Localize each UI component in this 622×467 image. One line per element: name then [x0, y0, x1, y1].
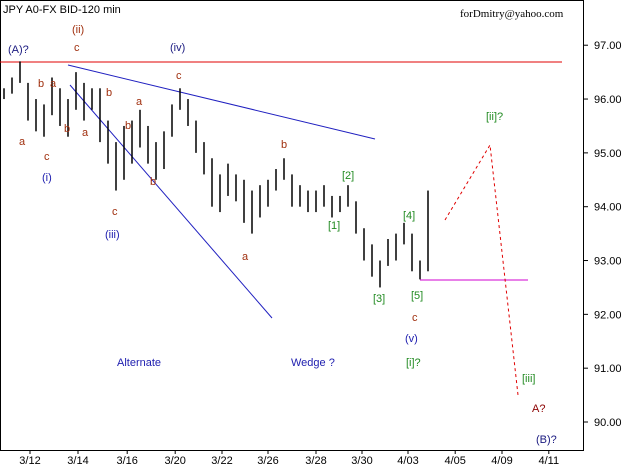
chart-title: JPY A0-FX BID-120 min [3, 4, 121, 16]
x-tick-label: 3/16 [116, 455, 137, 467]
wave-label: [ii]? [486, 111, 503, 123]
wave-label: (A)? [8, 44, 29, 56]
x-tick-label: 4/11 [539, 455, 560, 467]
wave-label: c [112, 206, 118, 218]
plot: 90.00 91.00 92.00 93.00 94.00 95.00 96.00 97.00… [3, 24, 622, 467]
x-tick-label: 4/03 [397, 455, 418, 467]
wave-label: A? [532, 403, 545, 415]
x-tick-label: 3/28 [305, 455, 326, 467]
x-tick-label: 3/22 [211, 455, 232, 467]
y-tick-label: 90.00 [594, 417, 622, 429]
wave-label: (iii) [105, 229, 120, 241]
wedge-top-line [67, 64, 376, 140]
wave-label: c [44, 151, 50, 163]
wave-label: b [125, 120, 131, 132]
wave-label: [4] [403, 210, 415, 222]
wave-label: (B)? [536, 434, 557, 446]
x-tick-label: 3/20 [164, 455, 185, 467]
x-tick-label: 3/30 [351, 455, 372, 467]
wave-label: c [412, 312, 418, 324]
wave-label: c [74, 42, 80, 54]
wedge-bottom-line [69, 84, 273, 319]
wave-label: [iii] [522, 373, 535, 385]
wave-label: a [50, 78, 57, 90]
wave-label: [i]? [406, 357, 421, 369]
y-tick-label: 94.00 [594, 202, 622, 214]
x-tick-label: 3/12 [19, 455, 40, 467]
y-tick-label: 95.00 [594, 148, 622, 160]
plot-frame [0, 0, 584, 451]
y-tick-label: 92.00 [594, 309, 622, 321]
wave-label: [2] [342, 170, 354, 182]
wave-label: Alternate [117, 357, 161, 369]
wave-label: (iv) [170, 42, 185, 54]
y-tick-label: 96.00 [594, 94, 622, 106]
wave-label: a [19, 136, 26, 148]
wave-label: [1] [328, 220, 340, 232]
wave-label: b [64, 123, 70, 135]
y-tick-label: 93.00 [594, 256, 622, 268]
x-tick-label: 3/14 [67, 455, 88, 467]
wave-label: (v) [405, 333, 418, 345]
wave-label: a [242, 251, 249, 263]
x-tick-label: 3/26 [257, 455, 278, 467]
wave-label: b [106, 87, 112, 99]
y-tick-label: 97.00 [594, 40, 622, 52]
wave-label: b [38, 78, 44, 90]
wave-label: c [176, 70, 182, 82]
wave-label: b [281, 139, 287, 151]
wave-label: [3] [373, 293, 385, 305]
wave-label: Wedge ? [291, 357, 335, 369]
wave-label: (ii) [72, 24, 84, 36]
x-tick-label: 4/05 [444, 455, 465, 467]
wave-label: b [150, 176, 156, 188]
x-tick-label: 4/09 [491, 455, 512, 467]
wave-label: a [82, 127, 89, 139]
wave-label: (i) [42, 172, 52, 184]
wave-label: [5] [411, 290, 423, 302]
author: forDmitry@yahoo.com [460, 8, 564, 20]
wave-label: a [136, 96, 143, 108]
y-tick-label: 91.00 [594, 363, 622, 375]
